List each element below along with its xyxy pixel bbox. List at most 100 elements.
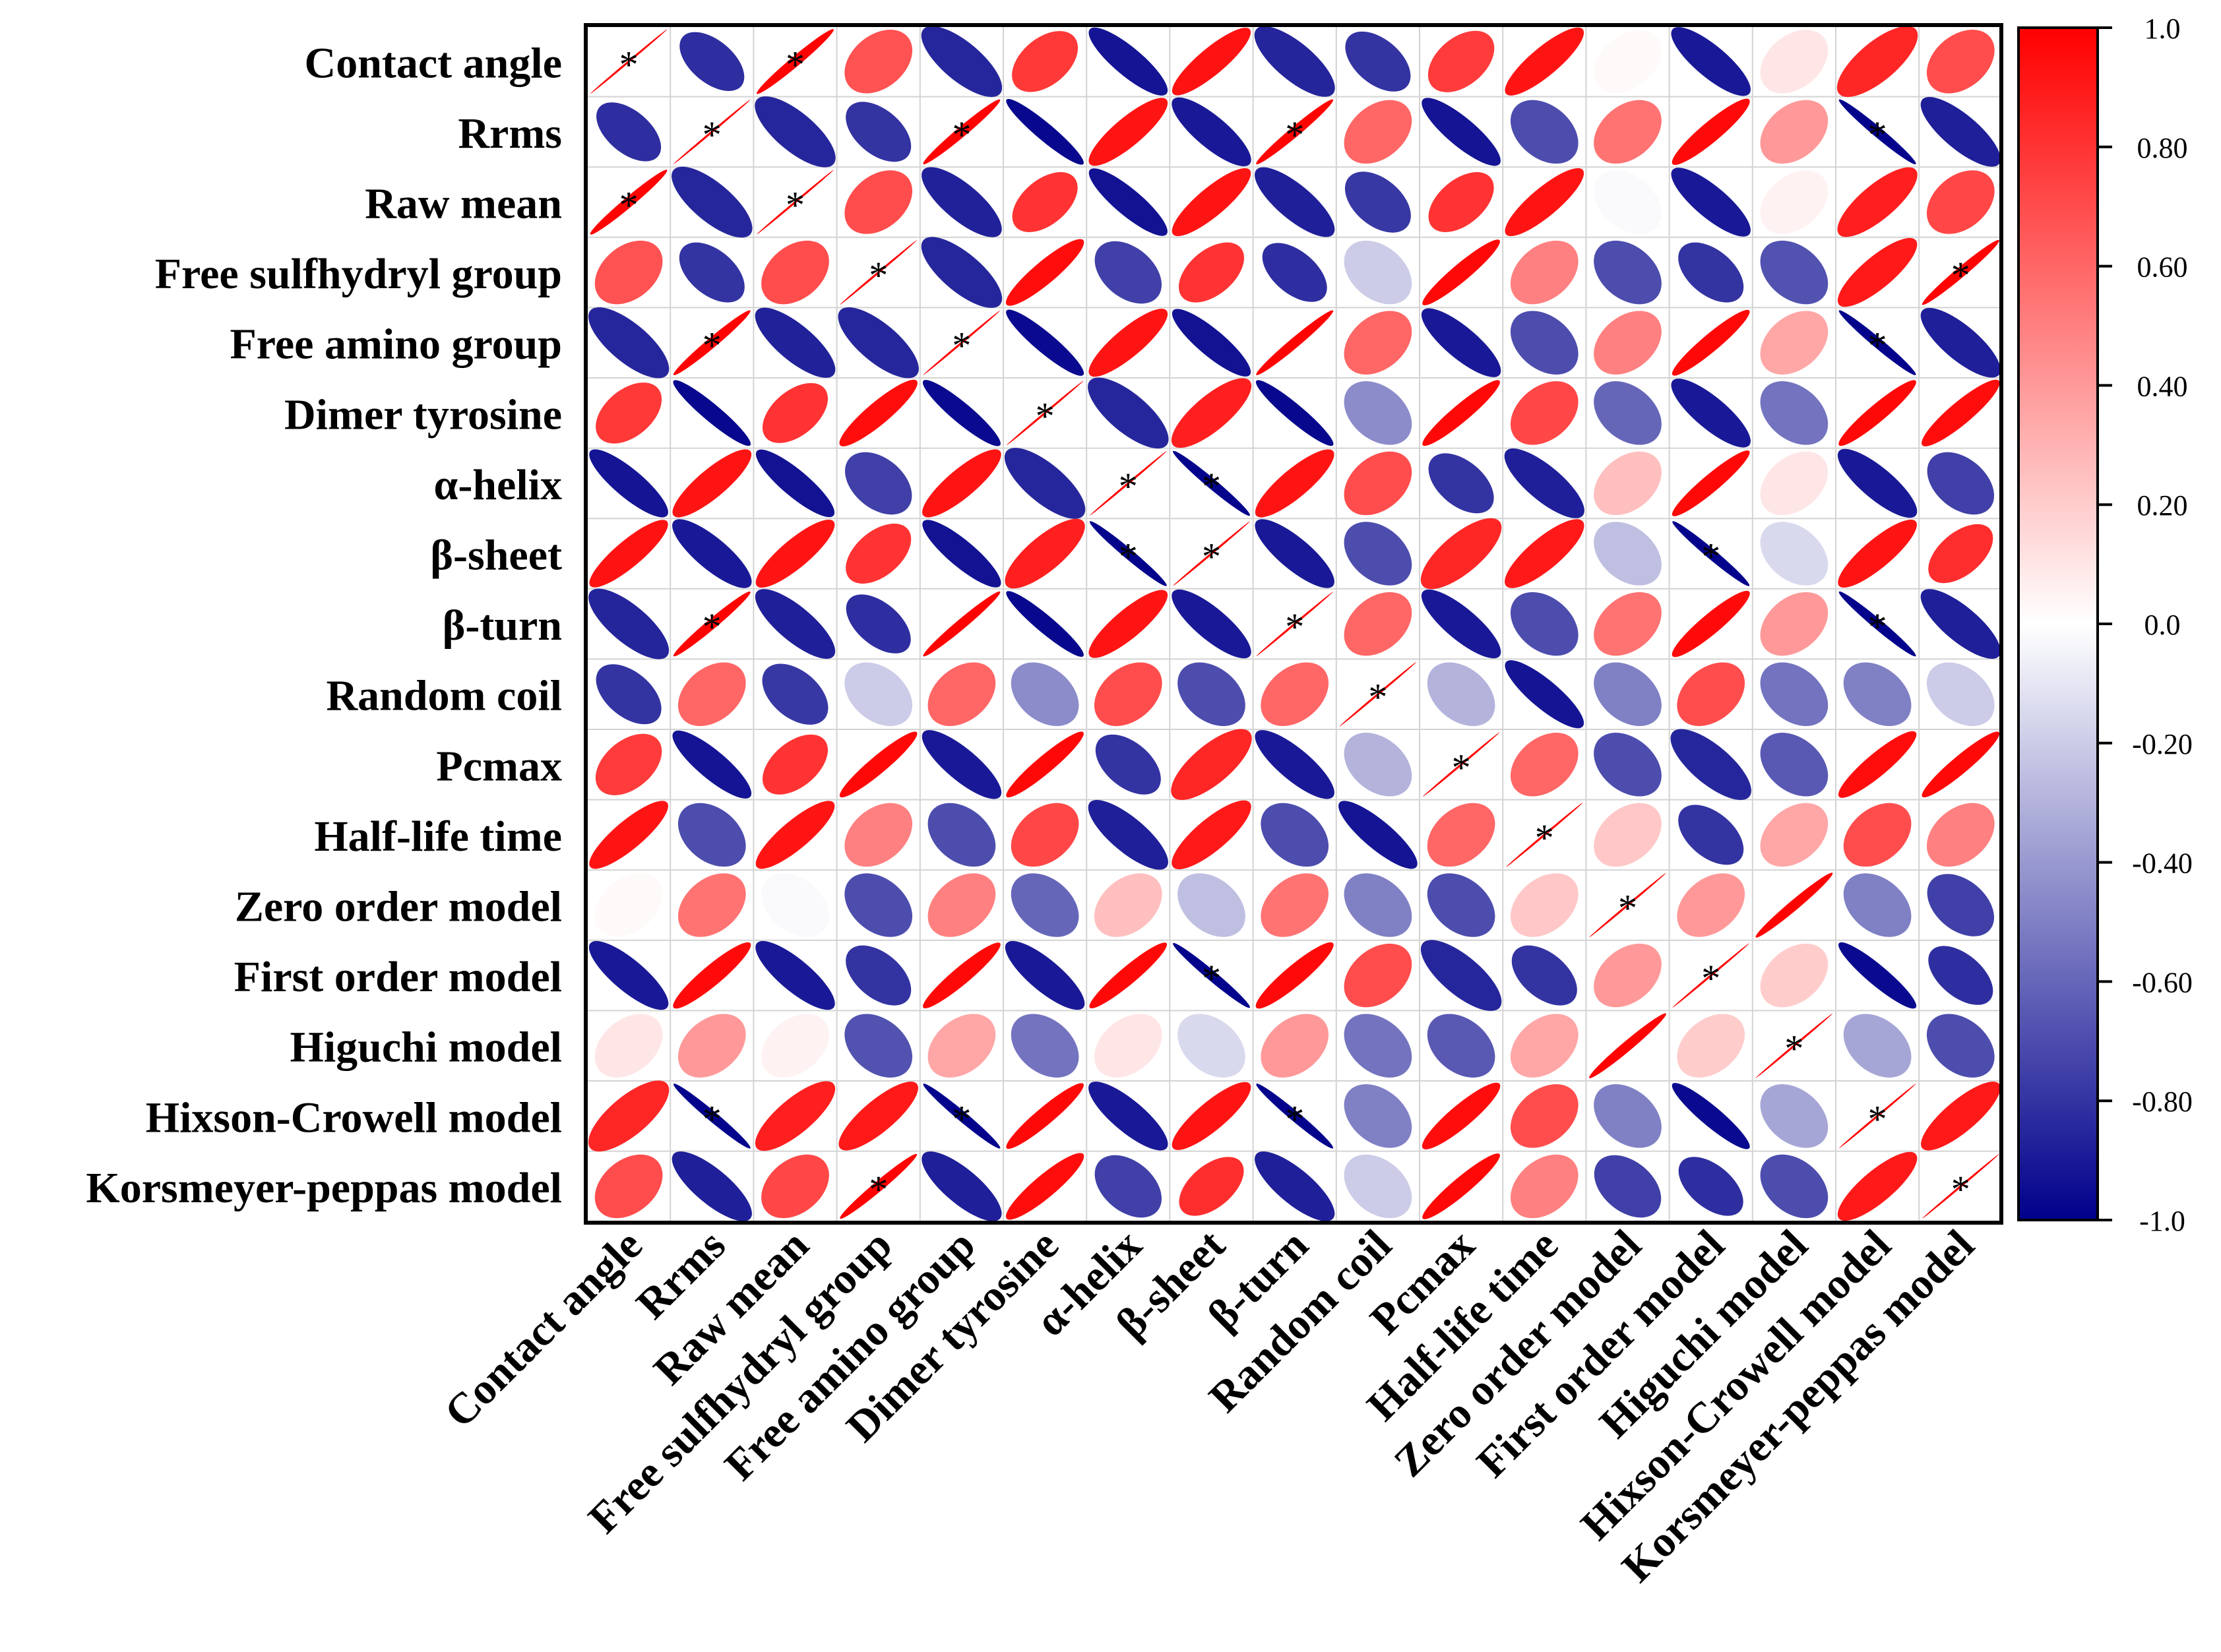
correlation-ellipse <box>1095 734 1161 795</box>
correlation-ellipse <box>1922 731 2000 798</box>
correlation-ellipse <box>761 1154 829 1219</box>
correlation-ellipse <box>1255 449 1334 518</box>
correlation-ellipse <box>840 240 917 305</box>
correlation-ellipse <box>1926 30 1995 94</box>
correlation-ellipse <box>923 310 1001 375</box>
correlation-ellipse <box>844 1014 913 1078</box>
correlation-ellipse <box>1005 1153 1084 1220</box>
correlation-ellipse <box>921 26 1003 98</box>
correlation-ellipse <box>1760 240 1829 305</box>
correlation-ellipse <box>1926 662 1995 726</box>
correlation-ellipse <box>1012 172 1078 232</box>
correlation-ellipse <box>1088 800 1168 870</box>
correlation-ellipse <box>1594 733 1662 797</box>
correlation-ellipse <box>1838 942 1917 1009</box>
correlation-ellipse <box>1510 733 1579 797</box>
correlation-ellipse <box>761 240 829 305</box>
correlation-ellipse <box>1261 662 1329 726</box>
significance-marker: * <box>703 605 722 648</box>
correlation-ellipse <box>1671 168 1751 237</box>
correlation-ellipse <box>1344 381 1412 445</box>
correlation-ellipse <box>1760 522 1829 586</box>
correlation-ellipse <box>595 733 662 795</box>
correlation-ellipse <box>1506 803 1583 867</box>
y-tick-label: Higuchi model <box>290 1024 562 1072</box>
correlation-ellipse <box>1344 240 1412 305</box>
correlation-ellipse <box>1589 872 1666 938</box>
correlation-ellipse <box>1838 1084 1916 1149</box>
correlation-ellipse <box>1760 1154 1829 1219</box>
correlation-ellipse <box>1088 309 1168 377</box>
colorbar-tick-label: 0.80 <box>2137 132 2188 164</box>
y-tick-label: β-sheet <box>430 532 562 580</box>
correlation-ellipse <box>1088 590 1168 658</box>
correlation-ellipse <box>844 803 913 867</box>
correlation-ellipse <box>846 102 912 162</box>
correlation-ellipse <box>1005 940 1085 1010</box>
correlation-ellipse <box>1760 311 1829 375</box>
correlation-ellipse <box>1838 591 1916 657</box>
correlation-ellipse <box>838 307 919 379</box>
significance-marker: * <box>1701 535 1720 578</box>
significance-marker: * <box>1951 254 1970 297</box>
correlation-ellipse <box>588 307 670 379</box>
correlation-ellipse <box>1428 172 1494 232</box>
significance-marker: * <box>1368 676 1387 719</box>
correlation-ellipse <box>1921 1082 2001 1151</box>
correlation-ellipse <box>672 519 752 588</box>
correlation-ellipse <box>1920 589 2001 659</box>
correlation-ellipse <box>672 166 753 238</box>
correlation-ellipse <box>1172 309 1251 377</box>
correlation-ellipse <box>1510 873 1579 937</box>
colorbar-tick-label: 0.60 <box>2137 251 2188 284</box>
correlation-ellipse <box>844 30 913 94</box>
correlation-ellipse <box>596 102 662 162</box>
correlation-ellipse <box>1837 167 1918 237</box>
correlation-ellipse <box>1672 450 1750 516</box>
correlation-ellipse <box>755 801 835 869</box>
correlation-ellipse <box>594 873 663 937</box>
correlation-ellipse <box>1255 730 1334 799</box>
correlation-ellipse <box>846 524 912 584</box>
correlation-ellipse <box>1172 1082 1251 1150</box>
correlation-ellipse <box>1178 242 1245 303</box>
correlation-ellipse <box>1344 1014 1412 1078</box>
correlation-ellipse <box>1594 522 1662 586</box>
significance-marker: * <box>703 113 722 156</box>
significance-marker: * <box>1202 465 1221 508</box>
correlation-ellipse <box>1510 311 1579 375</box>
correlation-ellipse <box>1172 97 1251 167</box>
significance-marker: * <box>786 43 805 86</box>
correlation-ellipse <box>1344 1084 1412 1148</box>
correlation-ellipse <box>1594 1084 1662 1148</box>
correlation-ellipse <box>1172 168 1251 237</box>
correlation-ellipse <box>1420 940 1502 1011</box>
correlation-ellipse <box>679 32 745 92</box>
correlation-ellipse <box>1927 452 1995 515</box>
correlation-ellipse <box>1594 943 1662 1008</box>
significance-marker: * <box>703 324 722 367</box>
correlation-ellipse <box>1177 873 1245 937</box>
correlation-ellipse <box>844 170 913 234</box>
correlation-ellipse <box>844 452 912 515</box>
correlation-ellipse <box>673 310 751 375</box>
correlation-ellipse <box>1760 1084 1829 1148</box>
correlation-ellipse <box>1344 171 1411 233</box>
y-tick-label: Dimer tyrosine <box>284 390 562 439</box>
colorbar-gradient <box>2017 26 2099 1221</box>
correlation-ellipse <box>839 379 918 446</box>
correlation-ellipse <box>1422 380 1500 446</box>
matrix-grid <box>587 26 2003 1222</box>
correlation-ellipse <box>844 662 913 726</box>
correlation-ellipse <box>1428 453 1494 514</box>
correlation-ellipse <box>1256 592 1333 656</box>
significance-marker: * <box>1036 394 1055 437</box>
x-tick-label: Contact angle <box>435 1221 652 1437</box>
correlation-ellipse <box>677 803 746 867</box>
correlation-ellipse <box>1594 30 1662 94</box>
correlation-ellipse <box>672 449 752 518</box>
correlation-ellipse <box>1760 381 1829 445</box>
correlation-ellipse <box>1920 97 2001 167</box>
